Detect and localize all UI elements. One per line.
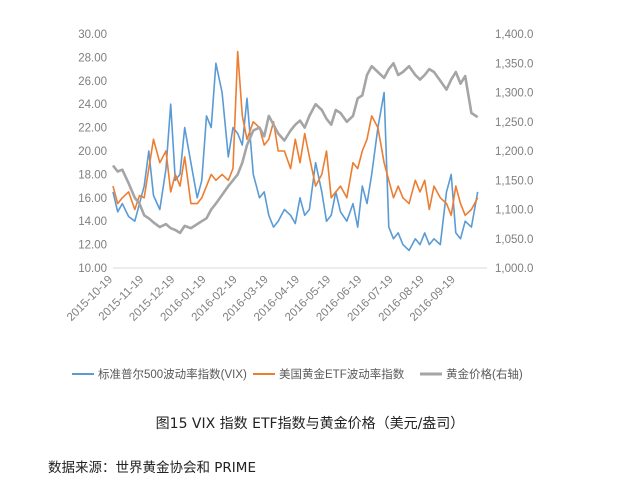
figure-caption: 图15 VIX 指数 ETF指数与黄金价格（美元/盎司）: [155, 416, 465, 432]
left-y-axis: 10.00 12.00 14.00 16.00 18.00 20.00 22.00 24.00…: [78, 29, 107, 275]
series-line-3: [111, 61, 479, 235]
left-tick-label: 22.00: [78, 123, 107, 135]
left-tick-label: 14.00: [78, 216, 107, 228]
left-tick-label: 28.00: [78, 52, 107, 64]
right-y-axis: 1,000.0 1,050.0 1,100.0 1,150.0 1,200.0 1,250…: [495, 29, 533, 275]
right-tick-label: 1,050.0: [495, 234, 533, 246]
right-tick-label: 1,400.0: [495, 29, 533, 41]
left-tick-label: 20.00: [78, 146, 107, 158]
legend-label: 标准普尔500波动率指数(VIX): [98, 367, 247, 381]
legend: 标准普尔500波动率指数(VIX) 美国黄金ETF波动率指数 黄金价格(右轴): [72, 367, 523, 381]
left-tick-label: 18.00: [78, 169, 107, 181]
left-tick-label: 12.00: [78, 240, 107, 252]
series-line-2: [112, 50, 479, 217]
plot-area: [111, 50, 479, 252]
left-tick-label: 16.00: [78, 193, 107, 205]
legend-label: 美国黄金ETF波动率指数: [279, 367, 405, 381]
series-line-1: [112, 62, 479, 252]
legend-label: 黄金价格(右轴): [446, 367, 523, 381]
left-tick-label: 26.00: [78, 76, 107, 88]
right-tick-label: 1,250.0: [495, 117, 533, 129]
data-source-note: 数据来源：世界黄金协会和 PRIME: [48, 460, 256, 476]
right-tick-label: 1,300.0: [495, 88, 533, 100]
right-tick-label: 1,100.0: [495, 205, 533, 217]
left-tick-label: 10.00: [78, 263, 107, 275]
right-tick-label: 1,200.0: [495, 146, 533, 158]
x-axis: 2015-10-192015-11-192015-12-192016-01-19…: [65, 267, 487, 324]
left-tick-label: 30.00: [78, 29, 107, 41]
right-tick-label: 1,350.0: [495, 58, 533, 70]
left-tick-label: 24.00: [78, 99, 107, 111]
right-tick-label: 1,150.0: [495, 175, 533, 187]
right-tick-label: 1,000.0: [495, 263, 533, 275]
